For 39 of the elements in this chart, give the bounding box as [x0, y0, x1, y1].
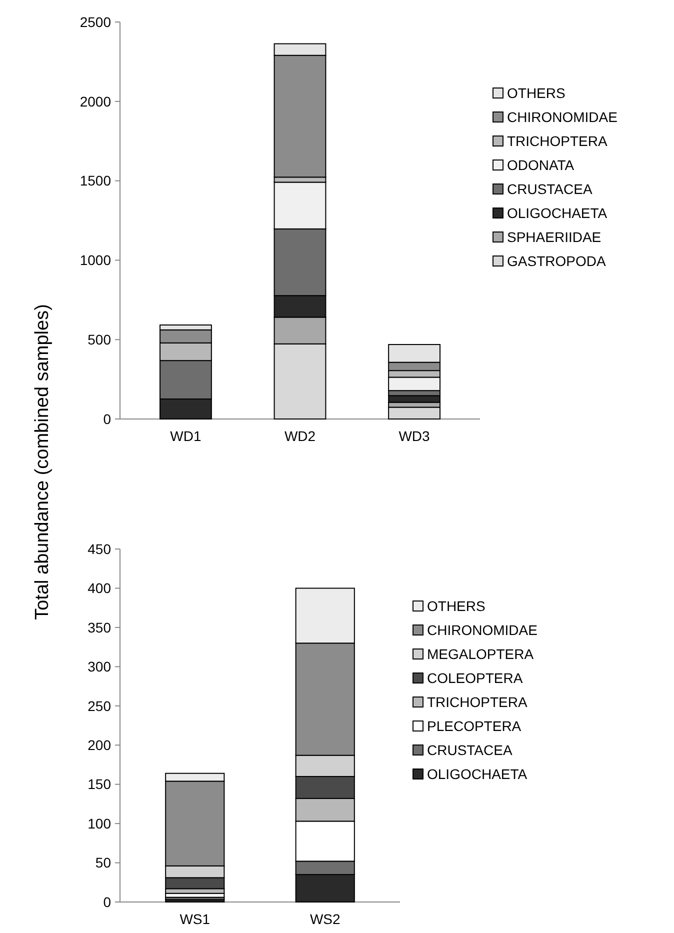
legend-label: CRUSTACEA — [427, 742, 513, 758]
y-tick-label: 300 — [88, 658, 112, 675]
y-tick-label: 0 — [103, 410, 112, 427]
x-tick-label: WD2 — [284, 428, 316, 444]
y-axis-title: Total abundance (combined samples) — [32, 304, 53, 620]
y-tick-label: 250 — [88, 698, 112, 714]
y-tick-label: 1000 — [80, 252, 112, 268]
y-tick-label: 100 — [88, 815, 112, 832]
x-tick-label: WD1 — [170, 428, 202, 444]
legend-label: MEGALOPTERA — [427, 646, 534, 662]
legend-label: OTHERS — [427, 598, 486, 614]
y-tick-label: 350 — [88, 619, 112, 636]
y-tick-label: 200 — [88, 737, 112, 754]
x-tick-label: WD3 — [398, 428, 430, 444]
y-tick-label: 0 — [103, 894, 112, 910]
legend-label: CRUSTACEA — [507, 180, 593, 197]
x-tick-label: WS1 — [180, 911, 210, 927]
y-tick-label: 1500 — [80, 172, 112, 189]
legend-label: ODONATA — [507, 156, 575, 173]
legend-label: GASTROPODA — [507, 252, 606, 269]
y-tick-label: 50 — [95, 854, 112, 871]
y-tick-label: 500 — [88, 332, 112, 348]
legend-label: CHIRONOMIDAE — [507, 108, 618, 125]
legend-label: PLECOPTERA — [427, 718, 522, 734]
x-tick-label: WS2 — [310, 911, 340, 927]
bar — [388, 406, 440, 420]
legend-label: TRICHOPTERA — [427, 694, 528, 710]
y-tick-label: 400 — [88, 580, 112, 596]
legend-label: SPHAERIIDAE — [507, 228, 602, 245]
y-tick-label: 2000 — [80, 93, 112, 110]
legend-label: OLIGOCHAETA — [507, 204, 608, 221]
y-tick-label: 150 — [88, 776, 112, 792]
legend-label: COLEOPTERA — [427, 670, 524, 686]
legend-label: TRICHOPTERA — [507, 132, 608, 149]
legend-label: OTHERS — [507, 84, 566, 101]
legend-label: CHIRONOMIDAE — [427, 622, 538, 638]
legend-label: OLIGOCHAETA — [427, 766, 528, 782]
y-tick-label: 2500 — [80, 14, 112, 30]
y-tick-label: 450 — [88, 540, 112, 557]
